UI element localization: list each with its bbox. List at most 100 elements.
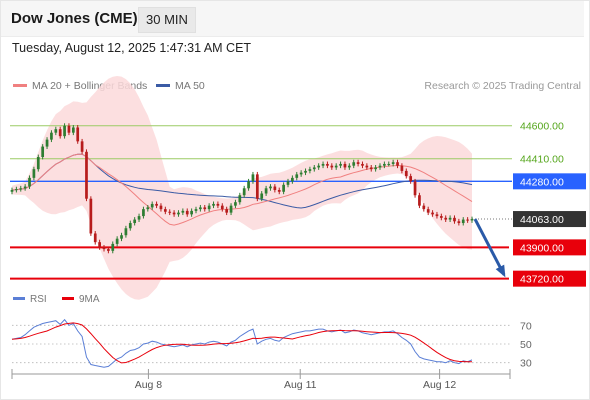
candle-body bbox=[163, 209, 167, 212]
candle-body bbox=[282, 184, 285, 192]
candle-body bbox=[133, 219, 137, 224]
candle-body bbox=[220, 205, 224, 210]
candle-body bbox=[216, 203, 220, 206]
candle-body bbox=[418, 195, 421, 206]
candle-body bbox=[251, 174, 255, 182]
candle-body bbox=[71, 127, 75, 133]
price-label-support: 43900.00 bbox=[520, 242, 564, 254]
candle-body bbox=[317, 165, 321, 168]
candle-body bbox=[159, 205, 163, 210]
candle-body bbox=[247, 181, 250, 189]
rsi-swatch bbox=[13, 296, 25, 300]
price-label-resistance: 44410.00 bbox=[520, 154, 564, 166]
candle-body bbox=[63, 125, 66, 137]
candle-body bbox=[234, 202, 237, 206]
candle-body bbox=[312, 167, 316, 170]
candle-body bbox=[304, 170, 307, 173]
candle-body bbox=[409, 176, 413, 182]
candle-body bbox=[308, 169, 312, 171]
rsi-level-label: 30 bbox=[520, 358, 532, 370]
candle-body bbox=[277, 190, 281, 192]
candle-body bbox=[295, 174, 299, 178]
candle-body bbox=[115, 238, 119, 244]
candle-body bbox=[431, 212, 434, 215]
candle-body bbox=[365, 165, 369, 168]
candle-body bbox=[15, 189, 18, 191]
price-label-resistance: 44600.00 bbox=[520, 121, 564, 133]
candle-body bbox=[330, 165, 334, 168]
credit-text: Research © 2025 Trading Central bbox=[424, 80, 581, 92]
forecast-arrow-head bbox=[495, 264, 506, 278]
candle-body bbox=[426, 209, 430, 213]
candle-body bbox=[435, 214, 439, 217]
candle-body bbox=[32, 169, 36, 178]
candle-body bbox=[19, 188, 23, 190]
candle-body bbox=[457, 221, 461, 224]
candle-body bbox=[142, 209, 145, 217]
candle-body bbox=[50, 132, 53, 140]
candle-body bbox=[374, 167, 377, 170]
candle-body bbox=[212, 203, 215, 206]
price-tag-bg-last bbox=[513, 211, 586, 228]
candle-body bbox=[286, 181, 290, 185]
candle-body bbox=[361, 163, 364, 166]
ma20-line bbox=[11, 153, 473, 226]
candle-body bbox=[291, 177, 294, 182]
candle-body bbox=[36, 157, 40, 170]
candle-body bbox=[207, 205, 211, 210]
candle-body bbox=[264, 188, 268, 194]
candle-body bbox=[334, 165, 338, 168]
price-label-support: 43720.00 bbox=[520, 274, 564, 286]
timestamp: Tuesday, August 12, 2025 1:47:31 AM CET bbox=[12, 41, 252, 55]
candle-body bbox=[41, 146, 45, 158]
rsi-ma-label: 9MA bbox=[79, 294, 100, 305]
candle-body bbox=[347, 165, 351, 168]
candle-body bbox=[155, 203, 158, 206]
candle-body bbox=[413, 181, 417, 196]
candle-body bbox=[199, 207, 202, 210]
ma20-swatch bbox=[13, 83, 27, 87]
rsi-label: RSI bbox=[30, 294, 47, 305]
candle-body bbox=[58, 129, 62, 137]
candle-body bbox=[260, 193, 264, 199]
candle-body bbox=[185, 210, 189, 215]
rsi-line bbox=[11, 318, 473, 368]
candle-body bbox=[102, 247, 106, 250]
candle-body bbox=[466, 219, 469, 221]
candle-body bbox=[352, 162, 356, 166]
ma50-label: MA 50 bbox=[175, 80, 205, 92]
candle-body bbox=[124, 228, 128, 236]
candle-body bbox=[461, 219, 465, 224]
candle-body bbox=[120, 235, 123, 239]
legend-rsi-ma: 9MA bbox=[62, 294, 100, 305]
candle-body bbox=[400, 165, 404, 171]
candle-body bbox=[181, 210, 185, 213]
legend-ma50: MA 50 bbox=[156, 80, 205, 92]
timeframe-button[interactable]: 30 MIN bbox=[138, 7, 196, 33]
header-bar: Dow Jones (CME) 30 MIN bbox=[1, 1, 584, 37]
candle-body bbox=[107, 249, 110, 251]
candle-body bbox=[269, 186, 272, 189]
candle-body bbox=[128, 223, 132, 229]
candle-body bbox=[76, 127, 80, 142]
candle-body bbox=[203, 207, 207, 210]
candle-body bbox=[225, 209, 229, 213]
candle-body bbox=[339, 163, 342, 166]
forecast-arrow bbox=[473, 218, 506, 276]
candle-body bbox=[93, 233, 97, 243]
candle-body bbox=[453, 217, 456, 222]
rsi-level-label: 70 bbox=[520, 320, 532, 332]
candle-body bbox=[85, 151, 88, 199]
candle-body bbox=[356, 162, 360, 164]
bollinger-band bbox=[12, 76, 472, 300]
candle-body bbox=[45, 139, 49, 147]
rsi-ma-line bbox=[11, 322, 473, 364]
candle-body bbox=[150, 203, 154, 208]
candle-body bbox=[242, 188, 246, 196]
instrument-title: Dow Jones (CME) bbox=[11, 10, 138, 27]
candle-body bbox=[448, 217, 452, 220]
candle-body bbox=[396, 162, 399, 166]
candle-body bbox=[299, 172, 303, 175]
candle-body bbox=[255, 174, 259, 199]
